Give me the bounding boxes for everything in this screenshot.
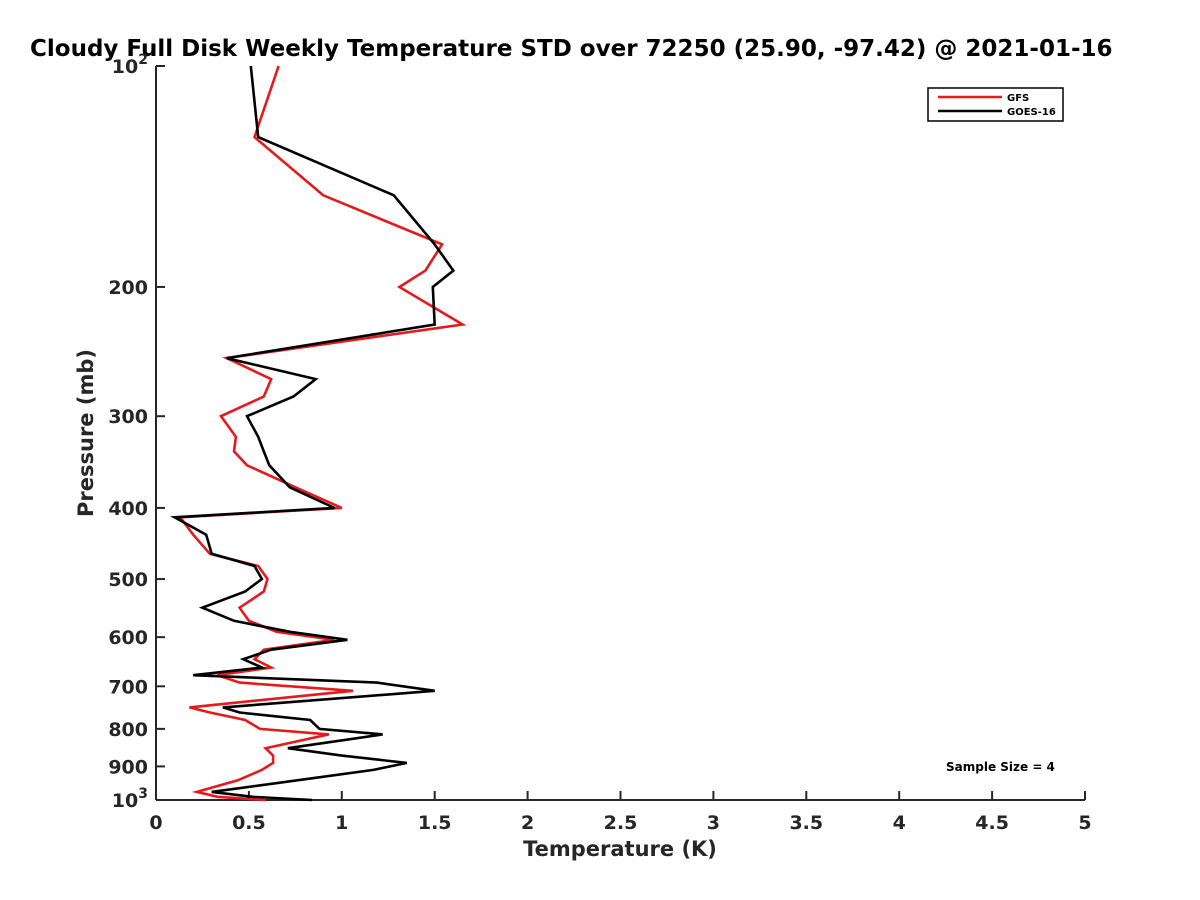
x-tick-label: 1 <box>335 812 348 834</box>
x-tick-label: 0 <box>149 812 162 834</box>
y-tick-label: 700 <box>108 676 148 698</box>
x-tick-label: 2.5 <box>604 812 638 834</box>
x-tick-label: 3.5 <box>789 812 823 834</box>
x-axis-label: Temperature (K) <box>523 837 717 861</box>
series-layer <box>170 65 467 802</box>
legend-label-goes16: GOES-16 <box>1007 107 1056 118</box>
series-line-goes16 <box>170 65 456 802</box>
y-tick-label: 103 <box>112 786 148 812</box>
y-tick-label: 500 <box>108 569 148 591</box>
x-tick-label: 1.5 <box>418 812 452 834</box>
y-tick-label: 600 <box>108 627 148 649</box>
y-axis-label: Pressure (mb) <box>74 349 98 517</box>
y-tick-label: 300 <box>108 406 148 428</box>
x-tick-label: 2 <box>521 812 534 834</box>
sample-size-annotation: Sample Size = 4 <box>946 760 1055 774</box>
y-ticks: 102 200 300 400 500 600 700 800 900 103 <box>108 52 165 812</box>
y-tick-label: 400 <box>108 498 148 520</box>
legend: GFS GOES-16 <box>927 87 1064 122</box>
x-tick-label: 0.5 <box>232 812 266 834</box>
y-tick-label: 200 <box>108 277 148 299</box>
legend-box <box>927 87 1064 122</box>
legend-label-gfs: GFS <box>1007 93 1029 104</box>
y-tick-label: 800 <box>108 719 148 741</box>
y-tick-label: 900 <box>108 756 148 778</box>
y-tick-label: 102 <box>112 52 148 78</box>
chart-title: Cloudy Full Disk Weekly Temperature STD … <box>30 36 1113 62</box>
x-tick-label: 4.5 <box>975 812 1009 834</box>
series-line-gfs <box>177 65 467 802</box>
x-tick-label: 3 <box>707 812 720 834</box>
x-tick-label: 5 <box>1078 812 1091 834</box>
x-ticks: 0 0.5 1 1.5 2 2.5 3 3.5 4 4.5 5 <box>149 791 1092 834</box>
x-tick-label: 4 <box>893 812 906 834</box>
